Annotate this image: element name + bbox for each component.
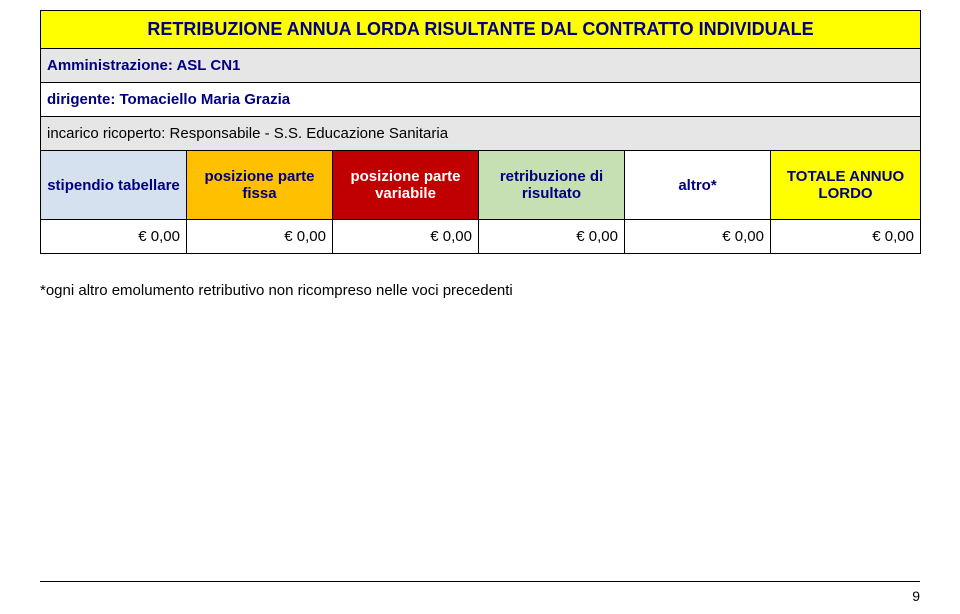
value-row: € 0,00 € 0,00 € 0,00 € 0,00 € 0,00 € 0,0… [41, 220, 921, 254]
footer-rule [40, 581, 920, 582]
incarico-row: incarico ricoperto: Responsabile - S.S. … [41, 117, 921, 151]
value-fissa: € 0,00 [187, 220, 333, 254]
administration-label: Amministrazione: ASL CN1 [41, 49, 921, 83]
col-head-risultato: retribuzione di risultato [479, 151, 625, 220]
dirigente-label: dirigente: Tomaciello Maria Grazia [41, 83, 921, 117]
footnote: *ogni altro emolumento retributivo non r… [40, 282, 920, 299]
value-totale: € 0,00 [771, 220, 921, 254]
value-stipendio: € 0,00 [41, 220, 187, 254]
value-variabile: € 0,00 [333, 220, 479, 254]
value-altro: € 0,00 [625, 220, 771, 254]
administration-row: Amministrazione: ASL CN1 [41, 49, 921, 83]
title-row: RETRIBUZIONE ANNUA LORDA RISULTANTE DAL … [41, 11, 921, 49]
page-number: 9 [912, 588, 920, 604]
col-head-stipendio: stipendio tabellare [41, 151, 187, 220]
col-head-fissa: posizione parte fissa [187, 151, 333, 220]
value-risultato: € 0,00 [479, 220, 625, 254]
col-head-altro: altro* [625, 151, 771, 220]
page: RETRIBUZIONE ANNUA LORDA RISULTANTE DAL … [0, 0, 960, 614]
col-head-totale: TOTALE ANNUO LORDO [771, 151, 921, 220]
incarico-label: incarico ricoperto: Responsabile - S.S. … [41, 117, 921, 151]
document-title: RETRIBUZIONE ANNUA LORDA RISULTANTE DAL … [41, 11, 921, 49]
compensation-table: RETRIBUZIONE ANNUA LORDA RISULTANTE DAL … [40, 10, 921, 254]
column-header-row: stipendio tabellare posizione parte fiss… [41, 151, 921, 220]
dirigente-row: dirigente: Tomaciello Maria Grazia [41, 83, 921, 117]
col-head-variabile: posizione parte variabile [333, 151, 479, 220]
